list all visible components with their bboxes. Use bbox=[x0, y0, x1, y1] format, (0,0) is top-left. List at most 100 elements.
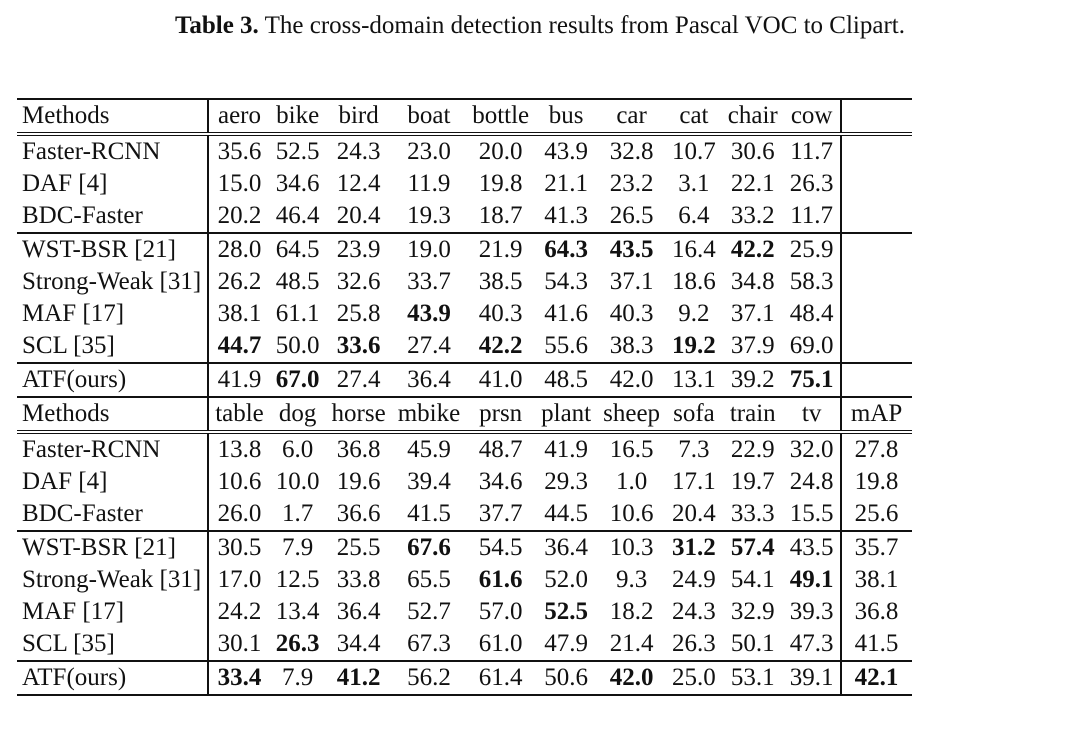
value-cell: 38.5 bbox=[478, 268, 523, 295]
value-cell: 12.4 bbox=[336, 170, 381, 197]
value-cell: 3.1 bbox=[678, 170, 710, 197]
value-cell: 45.9 bbox=[407, 436, 451, 463]
value-cell: 36.8 bbox=[839, 596, 912, 628]
value-cell: 12.5 bbox=[275, 566, 320, 593]
value-cell: 26.5 bbox=[609, 202, 654, 229]
empty-cell bbox=[839, 134, 912, 168]
results-table: Methods aero bike bird boat bottle bus car cat ch… bbox=[17, 98, 912, 696]
value-cell: 1.7 bbox=[282, 500, 314, 527]
value-cell: 19.2 bbox=[672, 332, 716, 359]
value-cell: 10.3 bbox=[597, 530, 667, 564]
value-cell: 30.1 bbox=[207, 628, 270, 661]
value-cell: 64.5 bbox=[269, 232, 326, 266]
value-cell: 15.0 bbox=[207, 168, 270, 200]
value-cell: 65.5 bbox=[407, 566, 451, 593]
column-header: table bbox=[207, 396, 270, 434]
caption-label: Table 3. bbox=[174, 12, 259, 39]
value-cell: 41.9 bbox=[207, 362, 270, 397]
value-cell: 20.2 bbox=[207, 200, 270, 233]
value-cell: 25.6 bbox=[839, 498, 912, 531]
method-name: MAF [17] bbox=[22, 300, 125, 327]
results-table-body: Methods aero bike bird boat bottle bus car cat ch… bbox=[17, 98, 912, 696]
value-cell: 61.6 bbox=[478, 566, 523, 593]
value-cell: 21.9 bbox=[466, 232, 536, 266]
table-row: Strong-Weak [31] 17.0 12.5 33.8 65.5 61.6 52.0… bbox=[17, 564, 912, 596]
value-cell: 20.4 bbox=[336, 202, 381, 229]
methods-column-header: Methods bbox=[17, 98, 209, 136]
value-cell: 36.4 bbox=[391, 362, 467, 397]
method-name: ATF(ours) bbox=[17, 362, 209, 397]
value-cell: 33.2 bbox=[730, 202, 775, 229]
value-cell: 53.1 bbox=[721, 660, 784, 696]
value-cell: 27.8 bbox=[839, 432, 912, 466]
empty-cell bbox=[839, 200, 912, 233]
value-cell: 75.1 bbox=[783, 362, 841, 397]
value-cell: 13.4 bbox=[275, 598, 320, 625]
empty-cell bbox=[839, 298, 912, 330]
table2-header-row: Methods table dog horse mbike prsn plant sheep s… bbox=[17, 396, 912, 434]
value-cell: 49.1 bbox=[789, 566, 834, 593]
column-header: sofa bbox=[666, 396, 722, 434]
value-cell: 32.9 bbox=[730, 598, 775, 625]
value-cell: 25.9 bbox=[783, 232, 841, 266]
column-header: car bbox=[597, 98, 667, 136]
value-cell: 10.0 bbox=[275, 468, 320, 495]
value-cell: 43.5 bbox=[597, 232, 667, 266]
value-cell: 35.7 bbox=[839, 530, 912, 564]
column-header: bird bbox=[325, 98, 392, 136]
value-cell: 6.4 bbox=[678, 202, 710, 229]
value-cell: 16.5 bbox=[609, 436, 654, 463]
value-cell: 41.0 bbox=[466, 362, 536, 397]
method-name: WST-BSR [21] bbox=[17, 530, 209, 564]
value-cell: 18.7 bbox=[478, 202, 523, 229]
value-cell: 23.0 bbox=[407, 138, 451, 165]
value-cell: 37.1 bbox=[730, 300, 775, 327]
value-cell: 57.0 bbox=[478, 598, 523, 625]
value-cell: 41.3 bbox=[544, 202, 588, 229]
table-row: DAF [4] 10.6 10.0 19.6 39.4 34.6 29.3 1.0 17.1 19… bbox=[17, 466, 912, 498]
value-cell: 37.7 bbox=[478, 500, 523, 527]
value-cell: 48.5 bbox=[275, 268, 320, 295]
value-cell: 25.0 bbox=[666, 660, 722, 696]
value-cell: 41.5 bbox=[839, 628, 912, 661]
value-cell: 20.4 bbox=[672, 500, 716, 527]
value-cell: 50.0 bbox=[275, 332, 320, 359]
value-cell: 25.5 bbox=[325, 530, 392, 564]
value-cell: 54.5 bbox=[466, 530, 536, 564]
table-row: ATF(ours) 41.9 67.0 27.4 36.4 41.0 48.5 42.0 13.… bbox=[17, 362, 912, 397]
column-header: train bbox=[721, 396, 784, 434]
empty-cell bbox=[839, 330, 912, 363]
value-cell: 19.0 bbox=[391, 232, 467, 266]
value-cell: 34.4 bbox=[336, 630, 381, 657]
value-cell: 7.9 bbox=[269, 660, 326, 696]
value-cell: 39.1 bbox=[783, 660, 841, 696]
table-row: BDC-Faster 20.2 46.4 20.4 19.3 18.7 41.3 26.5 6.… bbox=[17, 200, 912, 233]
table-row: MAF [17] 24.2 13.4 36.4 52.7 57.0 52.5 18.2 24.3… bbox=[17, 596, 912, 628]
value-cell: 32.6 bbox=[336, 268, 381, 295]
value-cell: 43.9 bbox=[544, 138, 588, 165]
table-row: DAF [4] 15.0 34.6 12.4 11.9 19.8 21.1 23.2 3.1 22… bbox=[17, 168, 912, 200]
value-cell: 34.6 bbox=[478, 468, 523, 495]
value-cell: 42.2 bbox=[478, 332, 523, 359]
column-header: aero bbox=[207, 98, 270, 136]
value-cell: 48.5 bbox=[535, 362, 598, 397]
value-cell: 34.8 bbox=[730, 268, 775, 295]
value-cell: 39.2 bbox=[721, 362, 784, 397]
column-header: chair bbox=[721, 98, 784, 136]
value-cell: 38.3 bbox=[609, 332, 654, 359]
table-row: WST-BSR [21] 30.5 7.9 25.5 67.6 54.5 36.4 10.3 3… bbox=[17, 530, 912, 564]
value-cell: 17.0 bbox=[207, 564, 270, 596]
table-row: BDC-Faster 26.0 1.7 36.6 41.5 37.7 44.5 10.6 20.… bbox=[17, 498, 912, 531]
value-cell: 33.3 bbox=[730, 500, 775, 527]
value-cell: 18.6 bbox=[672, 268, 716, 295]
value-cell: 9.3 bbox=[615, 566, 648, 593]
empty-cell bbox=[839, 168, 912, 200]
value-cell: 10.6 bbox=[207, 466, 270, 498]
value-cell: 11.7 bbox=[790, 138, 834, 165]
value-cell: 26.2 bbox=[207, 266, 270, 298]
method-name: Faster-RCNN bbox=[22, 138, 161, 165]
value-cell: 57.4 bbox=[721, 530, 784, 564]
value-cell: 19.8 bbox=[839, 466, 912, 498]
value-cell: 36.6 bbox=[336, 500, 381, 527]
value-cell: 9.2 bbox=[678, 300, 710, 327]
